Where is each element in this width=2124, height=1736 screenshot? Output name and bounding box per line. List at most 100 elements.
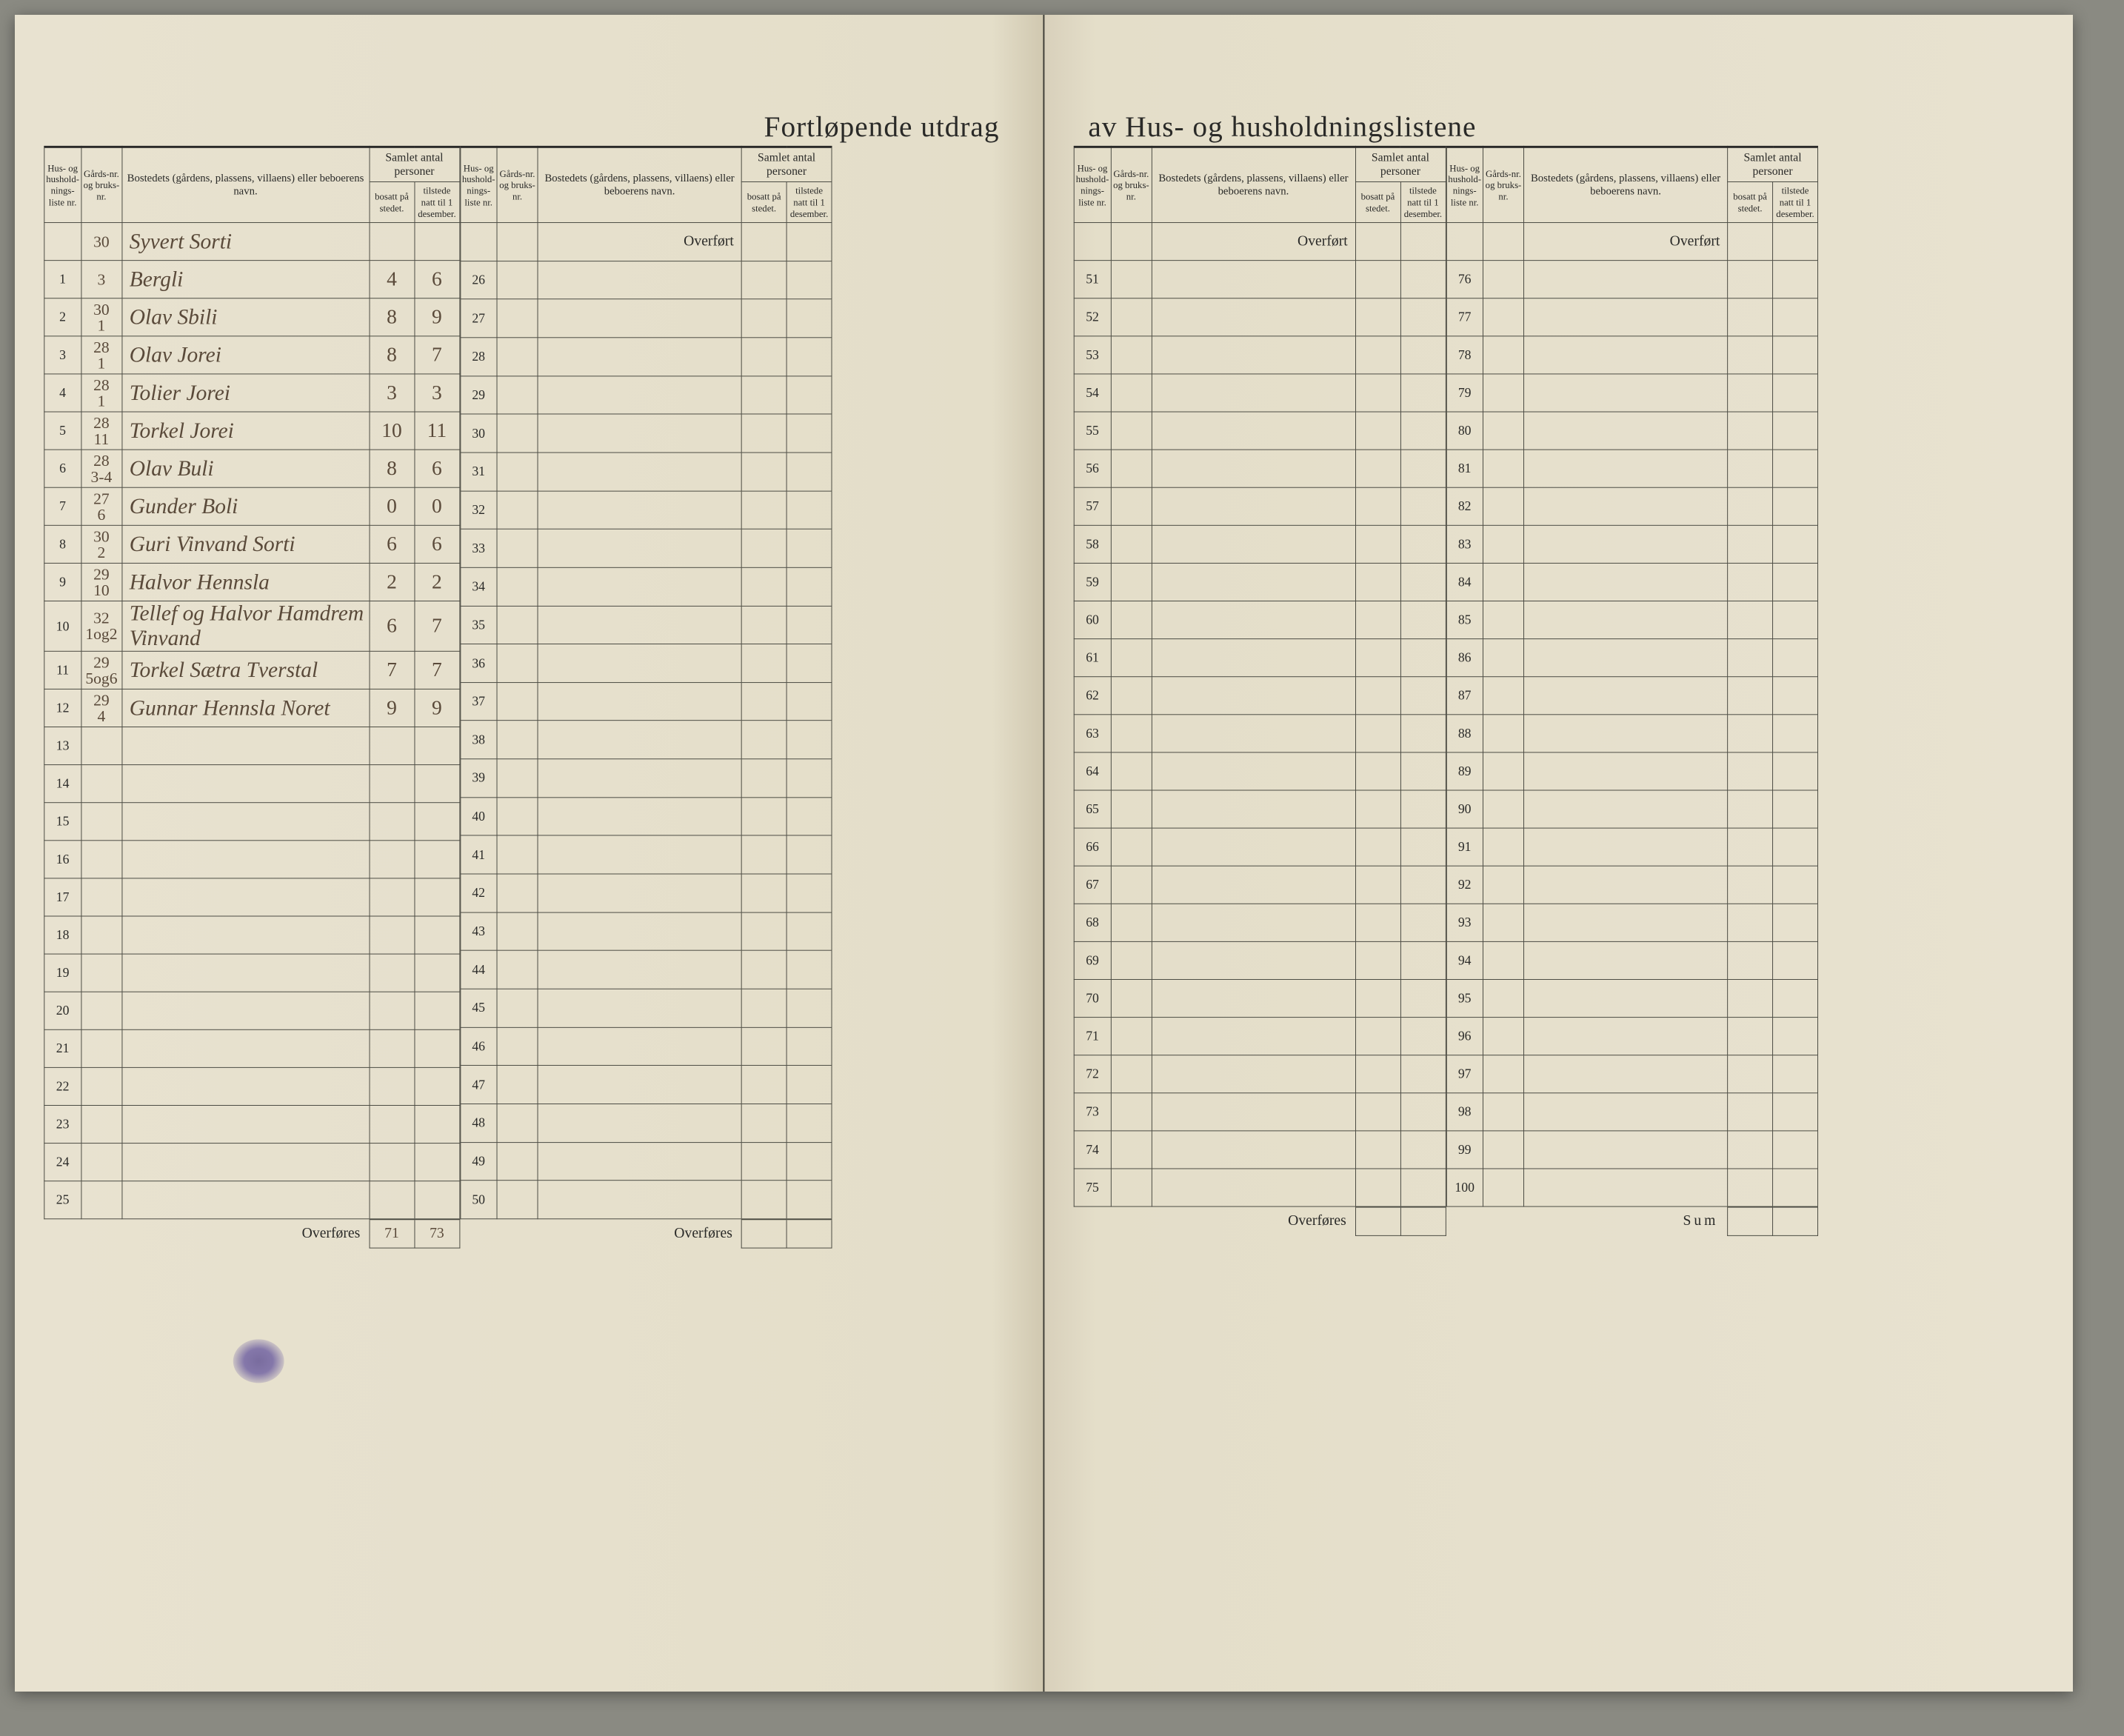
table-row: 86 bbox=[1446, 639, 1818, 677]
row-gard bbox=[81, 1029, 121, 1067]
row-number: 49 bbox=[460, 1142, 497, 1181]
row-tilstede bbox=[1773, 904, 1818, 941]
table-row: 10 321og2 Tellef og Halvor Hamdrem Vinva… bbox=[44, 601, 460, 652]
row-bosatt bbox=[1355, 639, 1400, 677]
row-gard bbox=[1111, 752, 1152, 790]
row-name bbox=[1524, 564, 1728, 601]
table-row: 93 bbox=[1446, 904, 1818, 941]
row-bosatt bbox=[741, 951, 787, 989]
row-tilstede bbox=[787, 721, 832, 759]
table-row: 65 bbox=[1074, 790, 1446, 828]
row-gard bbox=[1111, 525, 1152, 563]
row-bosatt bbox=[370, 727, 415, 765]
row-tilstede bbox=[787, 414, 832, 453]
row-bosatt bbox=[1355, 412, 1400, 450]
row-name bbox=[538, 261, 741, 299]
table-row: 43 bbox=[460, 912, 832, 951]
row-bosatt bbox=[1355, 374, 1400, 412]
row-gard bbox=[497, 223, 538, 261]
table-row: 33 bbox=[460, 530, 832, 568]
row-name bbox=[1152, 298, 1355, 336]
row-tilstede: 11 bbox=[414, 412, 459, 450]
row-number: 45 bbox=[460, 989, 497, 1027]
row-number: 62 bbox=[1074, 677, 1111, 715]
table-row: 73 bbox=[1074, 1093, 1446, 1131]
table-row: 87 bbox=[1446, 677, 1818, 715]
row-bosatt bbox=[370, 992, 415, 1029]
row-number: 79 bbox=[1446, 374, 1483, 412]
table-row: 70 bbox=[1074, 980, 1446, 1018]
row-name bbox=[1524, 1055, 1728, 1093]
row-tilstede bbox=[1773, 752, 1818, 790]
hdr-samlet: Samlet antal personer bbox=[370, 147, 460, 182]
row-name bbox=[121, 803, 369, 841]
row-gard bbox=[81, 878, 121, 916]
row-tilstede bbox=[787, 1066, 832, 1104]
row-number: 7 bbox=[44, 487, 81, 525]
row-gard: 276 bbox=[81, 487, 121, 525]
row-bosatt: 7 bbox=[370, 651, 415, 689]
row-number: 70 bbox=[1074, 980, 1111, 1018]
row-tilstede bbox=[1773, 525, 1818, 563]
row-bosatt bbox=[1728, 677, 1773, 715]
row-name bbox=[121, 878, 369, 916]
row-tilstede: 9 bbox=[414, 298, 459, 336]
row-bosatt bbox=[1728, 1055, 1773, 1093]
row-name bbox=[538, 530, 741, 568]
row-bosatt bbox=[741, 223, 787, 261]
row-name: Olav Buli bbox=[121, 450, 369, 487]
row-name bbox=[1152, 412, 1355, 450]
row-tilstede bbox=[1773, 223, 1818, 261]
row-name bbox=[538, 453, 741, 491]
row-bosatt bbox=[1355, 1055, 1400, 1093]
row-gard bbox=[1111, 1055, 1152, 1093]
row-tilstede bbox=[1773, 866, 1818, 904]
row-name bbox=[1524, 298, 1728, 336]
row-tilstede bbox=[414, 954, 459, 992]
table-row: 78 bbox=[1446, 336, 1818, 374]
row-number: 72 bbox=[1074, 1055, 1111, 1093]
table-row: 30 Syvert Sorti bbox=[44, 223, 460, 261]
row-number: 63 bbox=[1074, 715, 1111, 752]
total-tilstede-2 bbox=[787, 1219, 832, 1248]
row-bosatt bbox=[1728, 601, 1773, 639]
row-name bbox=[1152, 677, 1355, 715]
table-row: 44 bbox=[460, 951, 832, 989]
row-number: 69 bbox=[1074, 942, 1111, 980]
row-name bbox=[538, 1027, 741, 1066]
row-bosatt bbox=[1355, 904, 1400, 941]
row-tilstede bbox=[1773, 1093, 1818, 1131]
row-gard bbox=[81, 992, 121, 1029]
table-row: 11 295og6 Torkel Sætra Tverstal 7 7 bbox=[44, 651, 460, 689]
row-tilstede bbox=[414, 803, 459, 841]
row-gard bbox=[81, 765, 121, 803]
row-bosatt bbox=[741, 338, 787, 376]
row-bosatt bbox=[1728, 904, 1773, 941]
row-number: 54 bbox=[1074, 374, 1111, 412]
row-tilstede: 7 bbox=[414, 651, 459, 689]
overfort-label: Overført bbox=[1524, 223, 1728, 261]
row-gard bbox=[1483, 601, 1523, 639]
row-tilstede bbox=[1400, 564, 1446, 601]
row-number: 82 bbox=[1446, 487, 1483, 525]
row-tilstede bbox=[1400, 223, 1446, 261]
row-name bbox=[1152, 828, 1355, 866]
row-tilstede bbox=[787, 491, 832, 530]
row-name bbox=[538, 912, 741, 951]
table-row: 94 bbox=[1446, 942, 1818, 980]
row-name bbox=[1152, 564, 1355, 601]
row-bosatt bbox=[1728, 866, 1773, 904]
row-name bbox=[1524, 412, 1728, 450]
row-name: Torkel Jorei bbox=[121, 412, 369, 450]
row-bosatt bbox=[1355, 752, 1400, 790]
hdr-gard-3: Gårds-nr. og bruks-nr. bbox=[1111, 147, 1152, 222]
row-tilstede bbox=[787, 567, 832, 606]
row-number: 44 bbox=[460, 951, 497, 989]
row-tilstede bbox=[787, 1027, 832, 1066]
row-name bbox=[1152, 374, 1355, 412]
hdr-liste: Hus- og hushold-nings-liste nr. bbox=[44, 147, 81, 222]
row-number: 30 bbox=[460, 414, 497, 453]
hdr-tilstede: tilstede natt til 1 desember. bbox=[414, 182, 459, 223]
table-row: 91 bbox=[1446, 828, 1818, 866]
row-gard: 283-4 bbox=[81, 450, 121, 487]
